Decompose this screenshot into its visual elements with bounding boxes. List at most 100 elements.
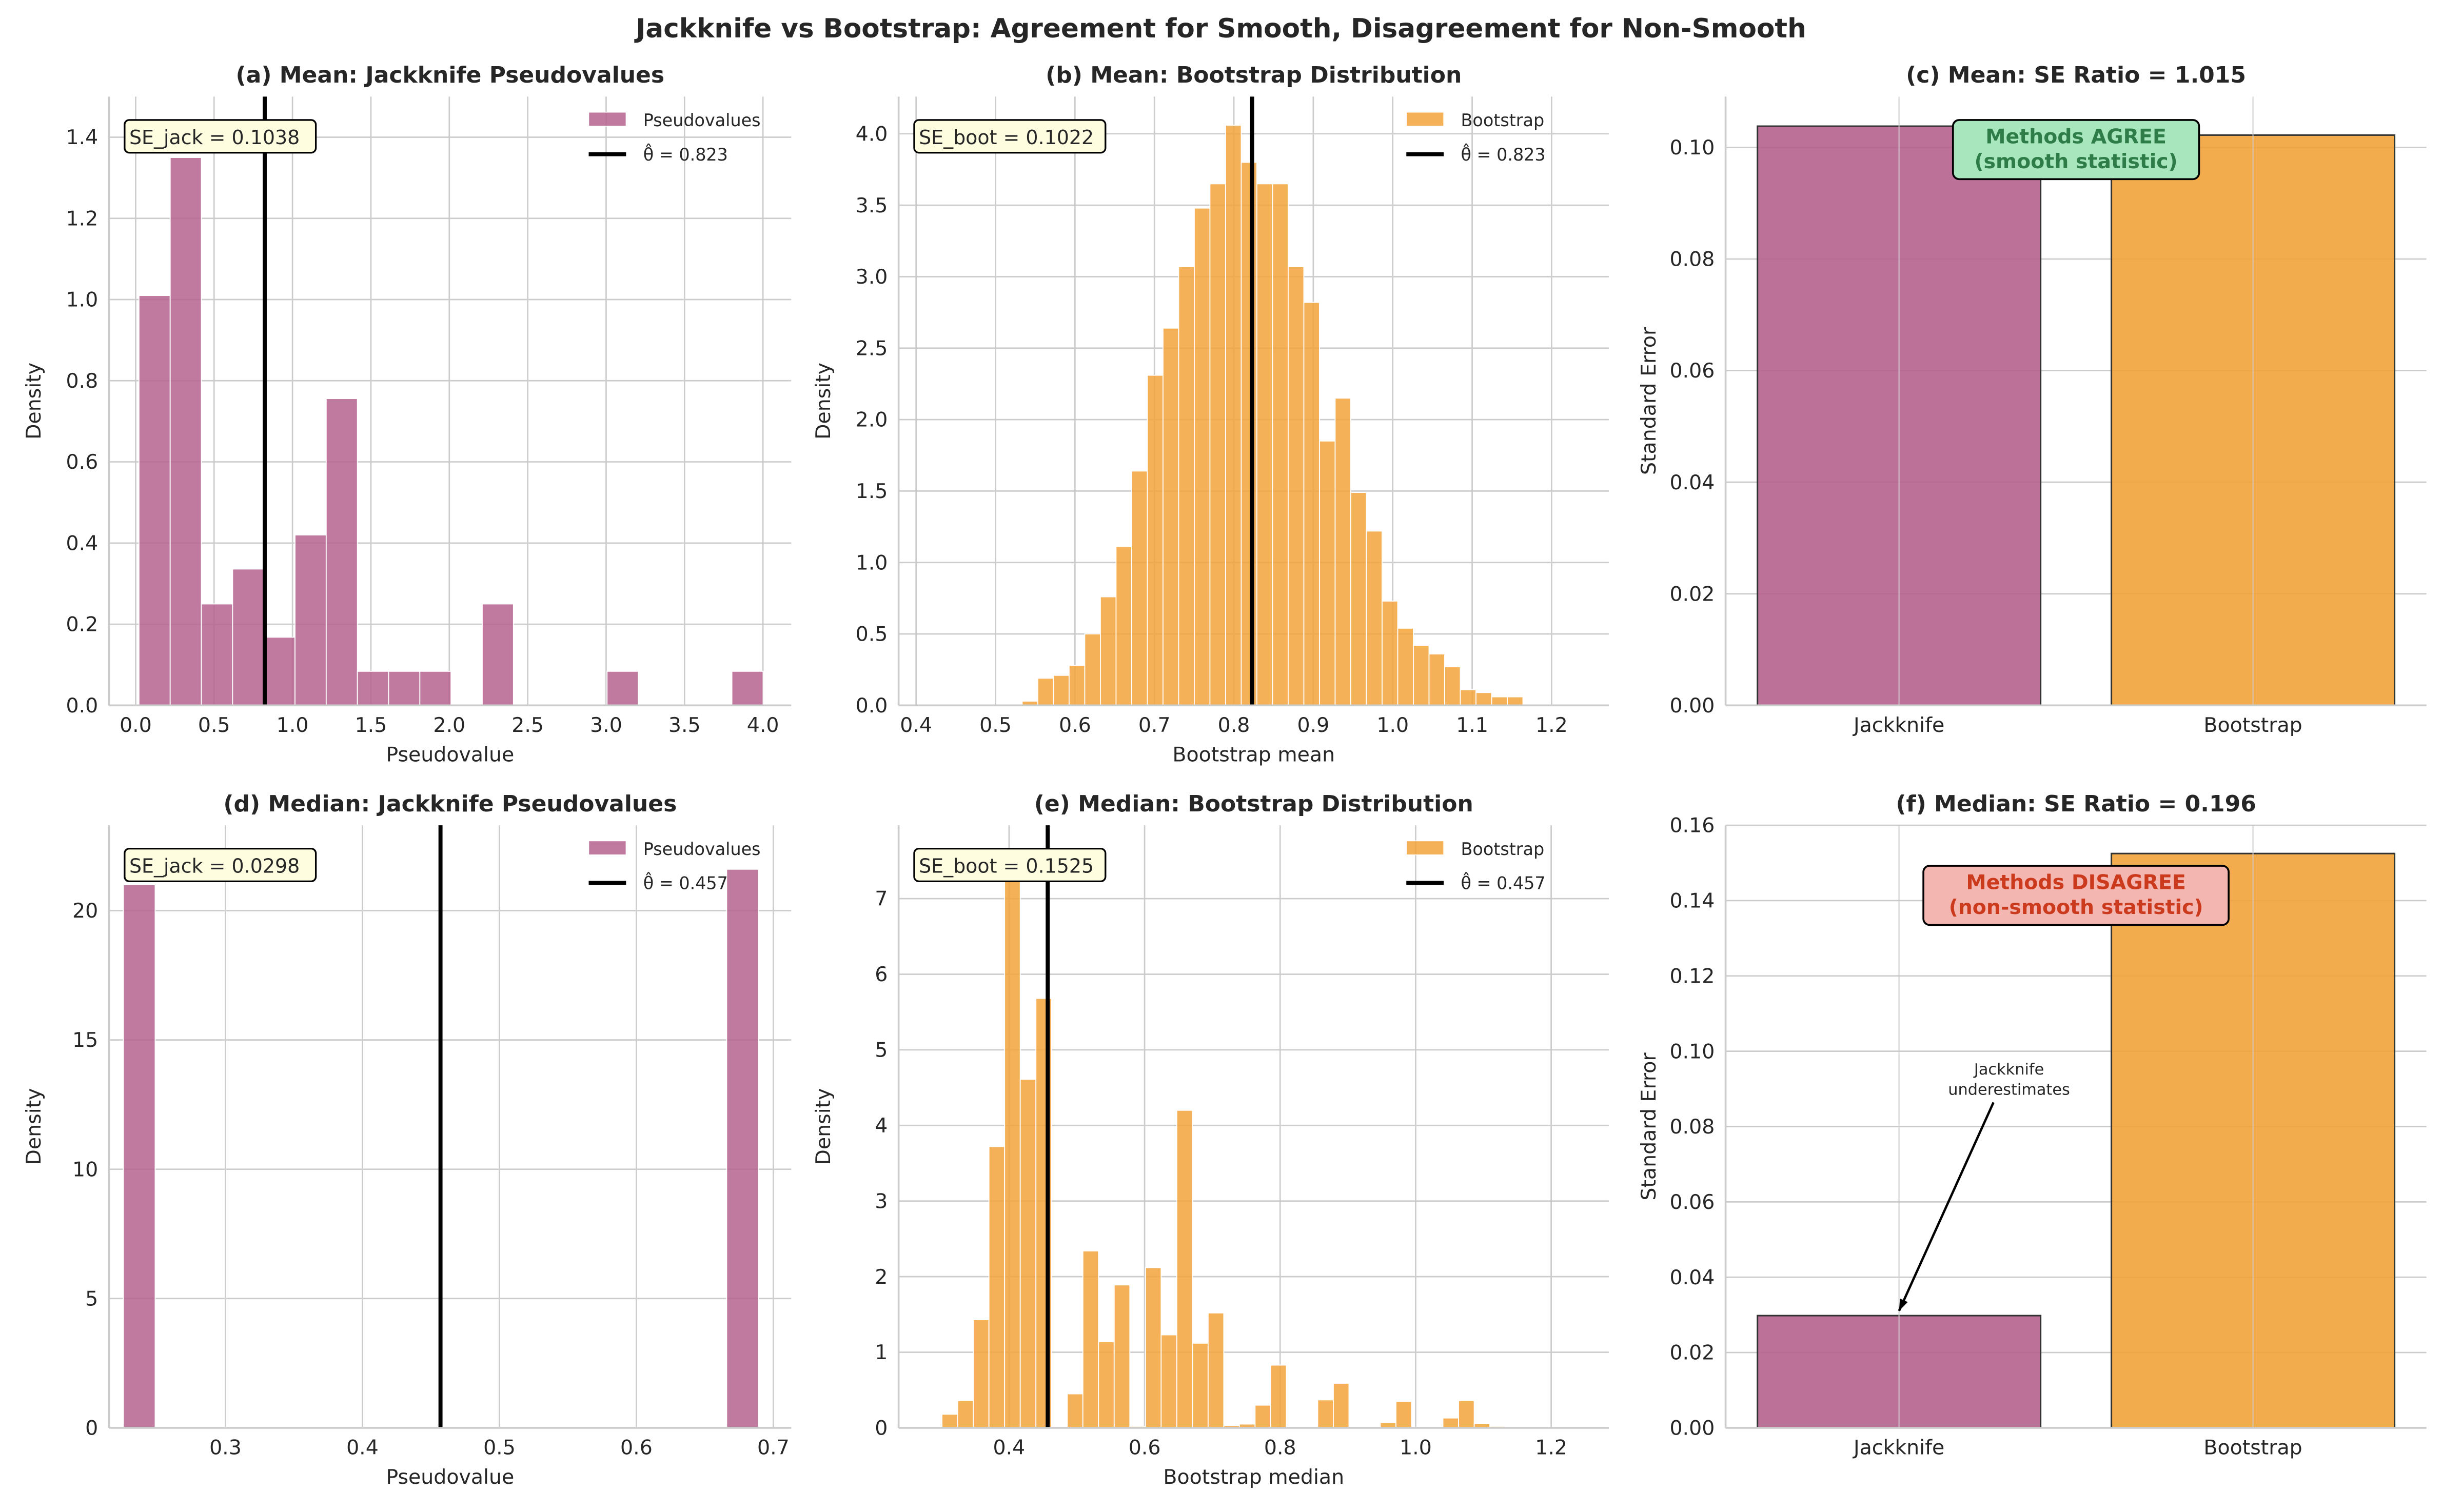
histogram-bar — [731, 670, 764, 706]
suptitle: Jackknife vs Bootstrap: Agreement for Sm… — [634, 13, 1806, 44]
y-tick-label: 7 — [875, 887, 888, 911]
se-box — [124, 119, 317, 154]
histogram-bar — [201, 603, 233, 706]
subplot-title: (c) Mean: SE Ratio = 1.015 — [1906, 62, 2246, 88]
legend-patch — [1406, 840, 1444, 856]
histogram-bar — [1082, 1250, 1099, 1428]
x-category-label: Jackknife — [1852, 713, 1944, 737]
annotation-text: (non-smooth statistic) — [1949, 896, 2203, 919]
y-axis-label: Density — [22, 1088, 46, 1165]
histogram-bar — [1334, 397, 1351, 706]
y-tick-label: 5 — [85, 1287, 98, 1310]
x-tick-label: 0.8 — [1264, 1436, 1296, 1460]
histogram-bar — [1460, 689, 1476, 706]
legend-patch — [588, 111, 627, 127]
histogram-bar — [294, 534, 327, 706]
legend-label: Bootstrap — [1461, 110, 1544, 130]
se-label: SE_boot = 0.1022 — [919, 126, 1094, 149]
x-tick-label: 3.0 — [590, 713, 622, 737]
y-tick-label: 1.5 — [856, 480, 888, 503]
y-tick-label: 0.5 — [856, 623, 888, 646]
y-tick-label: 3 — [875, 1189, 888, 1213]
se-label: SE_jack = 0.1038 — [129, 126, 300, 149]
y-axis-label: Density — [812, 363, 835, 440]
histogram-bar — [1333, 1383, 1350, 1428]
histogram-bar — [1254, 1404, 1271, 1428]
histogram-bar — [1491, 696, 1508, 706]
histogram-bar — [1098, 1341, 1115, 1428]
y-tick-label: 0.04 — [1669, 471, 1715, 494]
legend-label: Bootstrap — [1461, 839, 1544, 859]
histogram-bar — [169, 157, 202, 706]
x-category-label: Jackknife — [1852, 1436, 1944, 1460]
histogram-bar — [1413, 645, 1430, 706]
x-axis-label: Pseudovalue — [386, 1465, 514, 1489]
histogram-bar — [1207, 1312, 1225, 1428]
histogram-bar — [1160, 1334, 1177, 1428]
subplot-title: (e) Median: Bootstrap Distribution — [1034, 791, 1473, 817]
y-tick-label: 0.02 — [1669, 1341, 1715, 1365]
histogram-bar — [325, 398, 358, 706]
y-tick-label: 0.08 — [1669, 248, 1715, 271]
histogram-bar — [1037, 678, 1054, 706]
y-tick-label: 1.2 — [66, 207, 99, 230]
x-tick-label: 0.4 — [346, 1436, 379, 1460]
y-tick-label: 0.00 — [1669, 694, 1715, 718]
y-tick-label: 4.0 — [856, 122, 888, 146]
histogram-bar — [1382, 601, 1399, 706]
x-tick-label: 3.5 — [668, 713, 701, 737]
histogram-bar — [1113, 1284, 1131, 1428]
y-tick-label: 0.14 — [1669, 889, 1715, 913]
legend-label: Pseudovalues — [643, 839, 761, 859]
histogram-bar — [1067, 1393, 1084, 1428]
se-label: SE_jack = 0.0298 — [129, 855, 300, 878]
legend-label: θ̂ = 0.823 — [643, 144, 728, 165]
x-tick-label: 0.7 — [757, 1436, 790, 1460]
histogram-bar — [1458, 1400, 1475, 1428]
se-box — [913, 847, 1107, 883]
arrow-note-text: underestimates — [1948, 1081, 2070, 1099]
histogram-bar — [1507, 696, 1524, 706]
histogram-bar — [1319, 440, 1336, 706]
y-tick-label: 0.06 — [1669, 359, 1715, 383]
y-tick-label: 4 — [875, 1114, 888, 1138]
histogram-bar — [1428, 653, 1445, 706]
y-tick-label: 0.10 — [1669, 1040, 1715, 1063]
y-tick-label: 0 — [85, 1417, 98, 1440]
legend-label: θ̂ = 0.823 — [1461, 144, 1545, 165]
x-tick-label: 0.6 — [1059, 713, 1091, 737]
x-category-label: Bootstrap — [2203, 713, 2302, 737]
y-tick-label: 0.8 — [66, 369, 99, 393]
y-tick-label: 0.0 — [856, 694, 888, 718]
x-tick-label: 4.0 — [747, 713, 779, 737]
subplot-e: 0 1 2 3 4 5 6 7 0.4 0.6 0.8 1.0 1.2 Bootstrap θ̂ = 0.4… — [812, 791, 1609, 1489]
histogram-bar — [1068, 665, 1086, 706]
histogram-bar — [1084, 633, 1101, 706]
subplot-f: 0.00 0.02 0.04 0.06 0.08 0.10 0.12 0.14 0.16 Jack… — [1637, 791, 2427, 1460]
histogram-bar — [1019, 1079, 1037, 1428]
arrow-line — [1898, 1102, 1995, 1311]
histogram-bar — [1004, 879, 1021, 1428]
histogram-bar — [606, 670, 639, 706]
y-axis-label: Standard Error — [1637, 327, 1661, 475]
histogram-bar — [1303, 302, 1320, 706]
y-tick-label: 5 — [875, 1039, 888, 1062]
y-axis-label: Density — [22, 363, 46, 440]
legend-label: Pseudovalues — [643, 110, 761, 130]
legend-label: θ̂ = 0.457 — [1461, 872, 1545, 893]
x-tick-label: 2.5 — [511, 713, 544, 737]
histogram-bar — [1366, 530, 1383, 706]
x-tick-label: 0.5 — [979, 713, 1012, 737]
histogram-bar — [1178, 266, 1195, 706]
histogram-bar — [1163, 327, 1179, 706]
subplot-title: (b) Mean: Bootstrap Distribution — [1046, 62, 1462, 88]
x-tick-label: 1.2 — [1535, 713, 1568, 737]
y-tick-label: 0.4 — [66, 531, 99, 555]
histogram-bar — [1272, 183, 1289, 706]
y-tick-label: 0.16 — [1669, 814, 1715, 838]
y-tick-label: 15 — [72, 1028, 98, 1052]
histogram-bar — [232, 568, 265, 706]
histogram-bar — [357, 670, 389, 706]
histogram-bar — [1442, 1417, 1459, 1428]
x-tick-label: 0.8 — [1218, 713, 1250, 737]
